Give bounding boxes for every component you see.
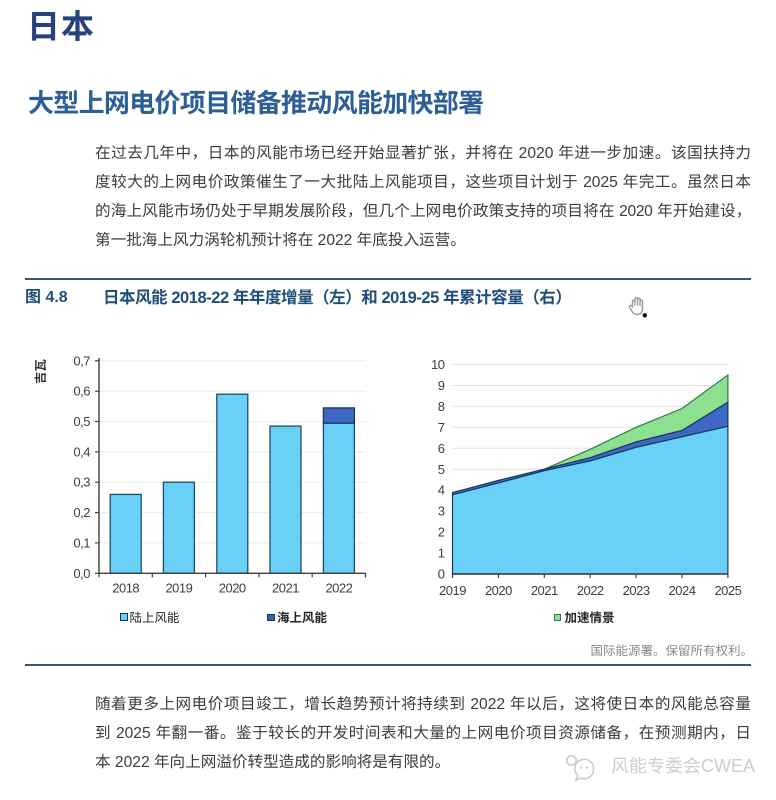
svg-text:0,2: 0,2 (73, 505, 90, 520)
svg-text:0,5: 0,5 (73, 414, 90, 429)
svg-text:2022: 2022 (577, 583, 604, 598)
svg-text:4: 4 (438, 483, 445, 498)
svg-text:2025: 2025 (714, 583, 741, 598)
svg-text:2021: 2021 (272, 581, 299, 596)
svg-text:2018: 2018 (112, 581, 139, 596)
svg-text:8: 8 (438, 399, 445, 414)
svg-text:吉瓦: 吉瓦 (34, 359, 48, 385)
svg-text:2024: 2024 (669, 583, 696, 598)
svg-text:10: 10 (431, 357, 445, 372)
svg-text:2019: 2019 (165, 581, 192, 596)
svg-text:2023: 2023 (623, 583, 650, 598)
svg-text:2019: 2019 (439, 583, 466, 598)
svg-text:1: 1 (438, 546, 445, 561)
svg-text:9: 9 (438, 378, 445, 393)
svg-text:2020: 2020 (219, 581, 246, 596)
svg-text:2022: 2022 (325, 581, 352, 596)
svg-text:0,7: 0,7 (73, 353, 90, 368)
svg-text:0,6: 0,6 (73, 384, 90, 399)
svg-text:0,0: 0,0 (73, 566, 90, 581)
svg-text:0,4: 0,4 (73, 444, 90, 459)
svg-text:2020: 2020 (485, 583, 512, 598)
svg-text:6: 6 (438, 441, 445, 456)
svg-text:3: 3 (438, 504, 445, 519)
svg-text:0,1: 0,1 (73, 535, 90, 550)
svg-text:5: 5 (438, 462, 445, 477)
svg-text:2021: 2021 (531, 583, 558, 598)
svg-text:0,3: 0,3 (73, 475, 90, 490)
svg-text:2: 2 (438, 525, 445, 540)
svg-text:7: 7 (438, 420, 445, 435)
svg-text:0: 0 (438, 567, 445, 582)
